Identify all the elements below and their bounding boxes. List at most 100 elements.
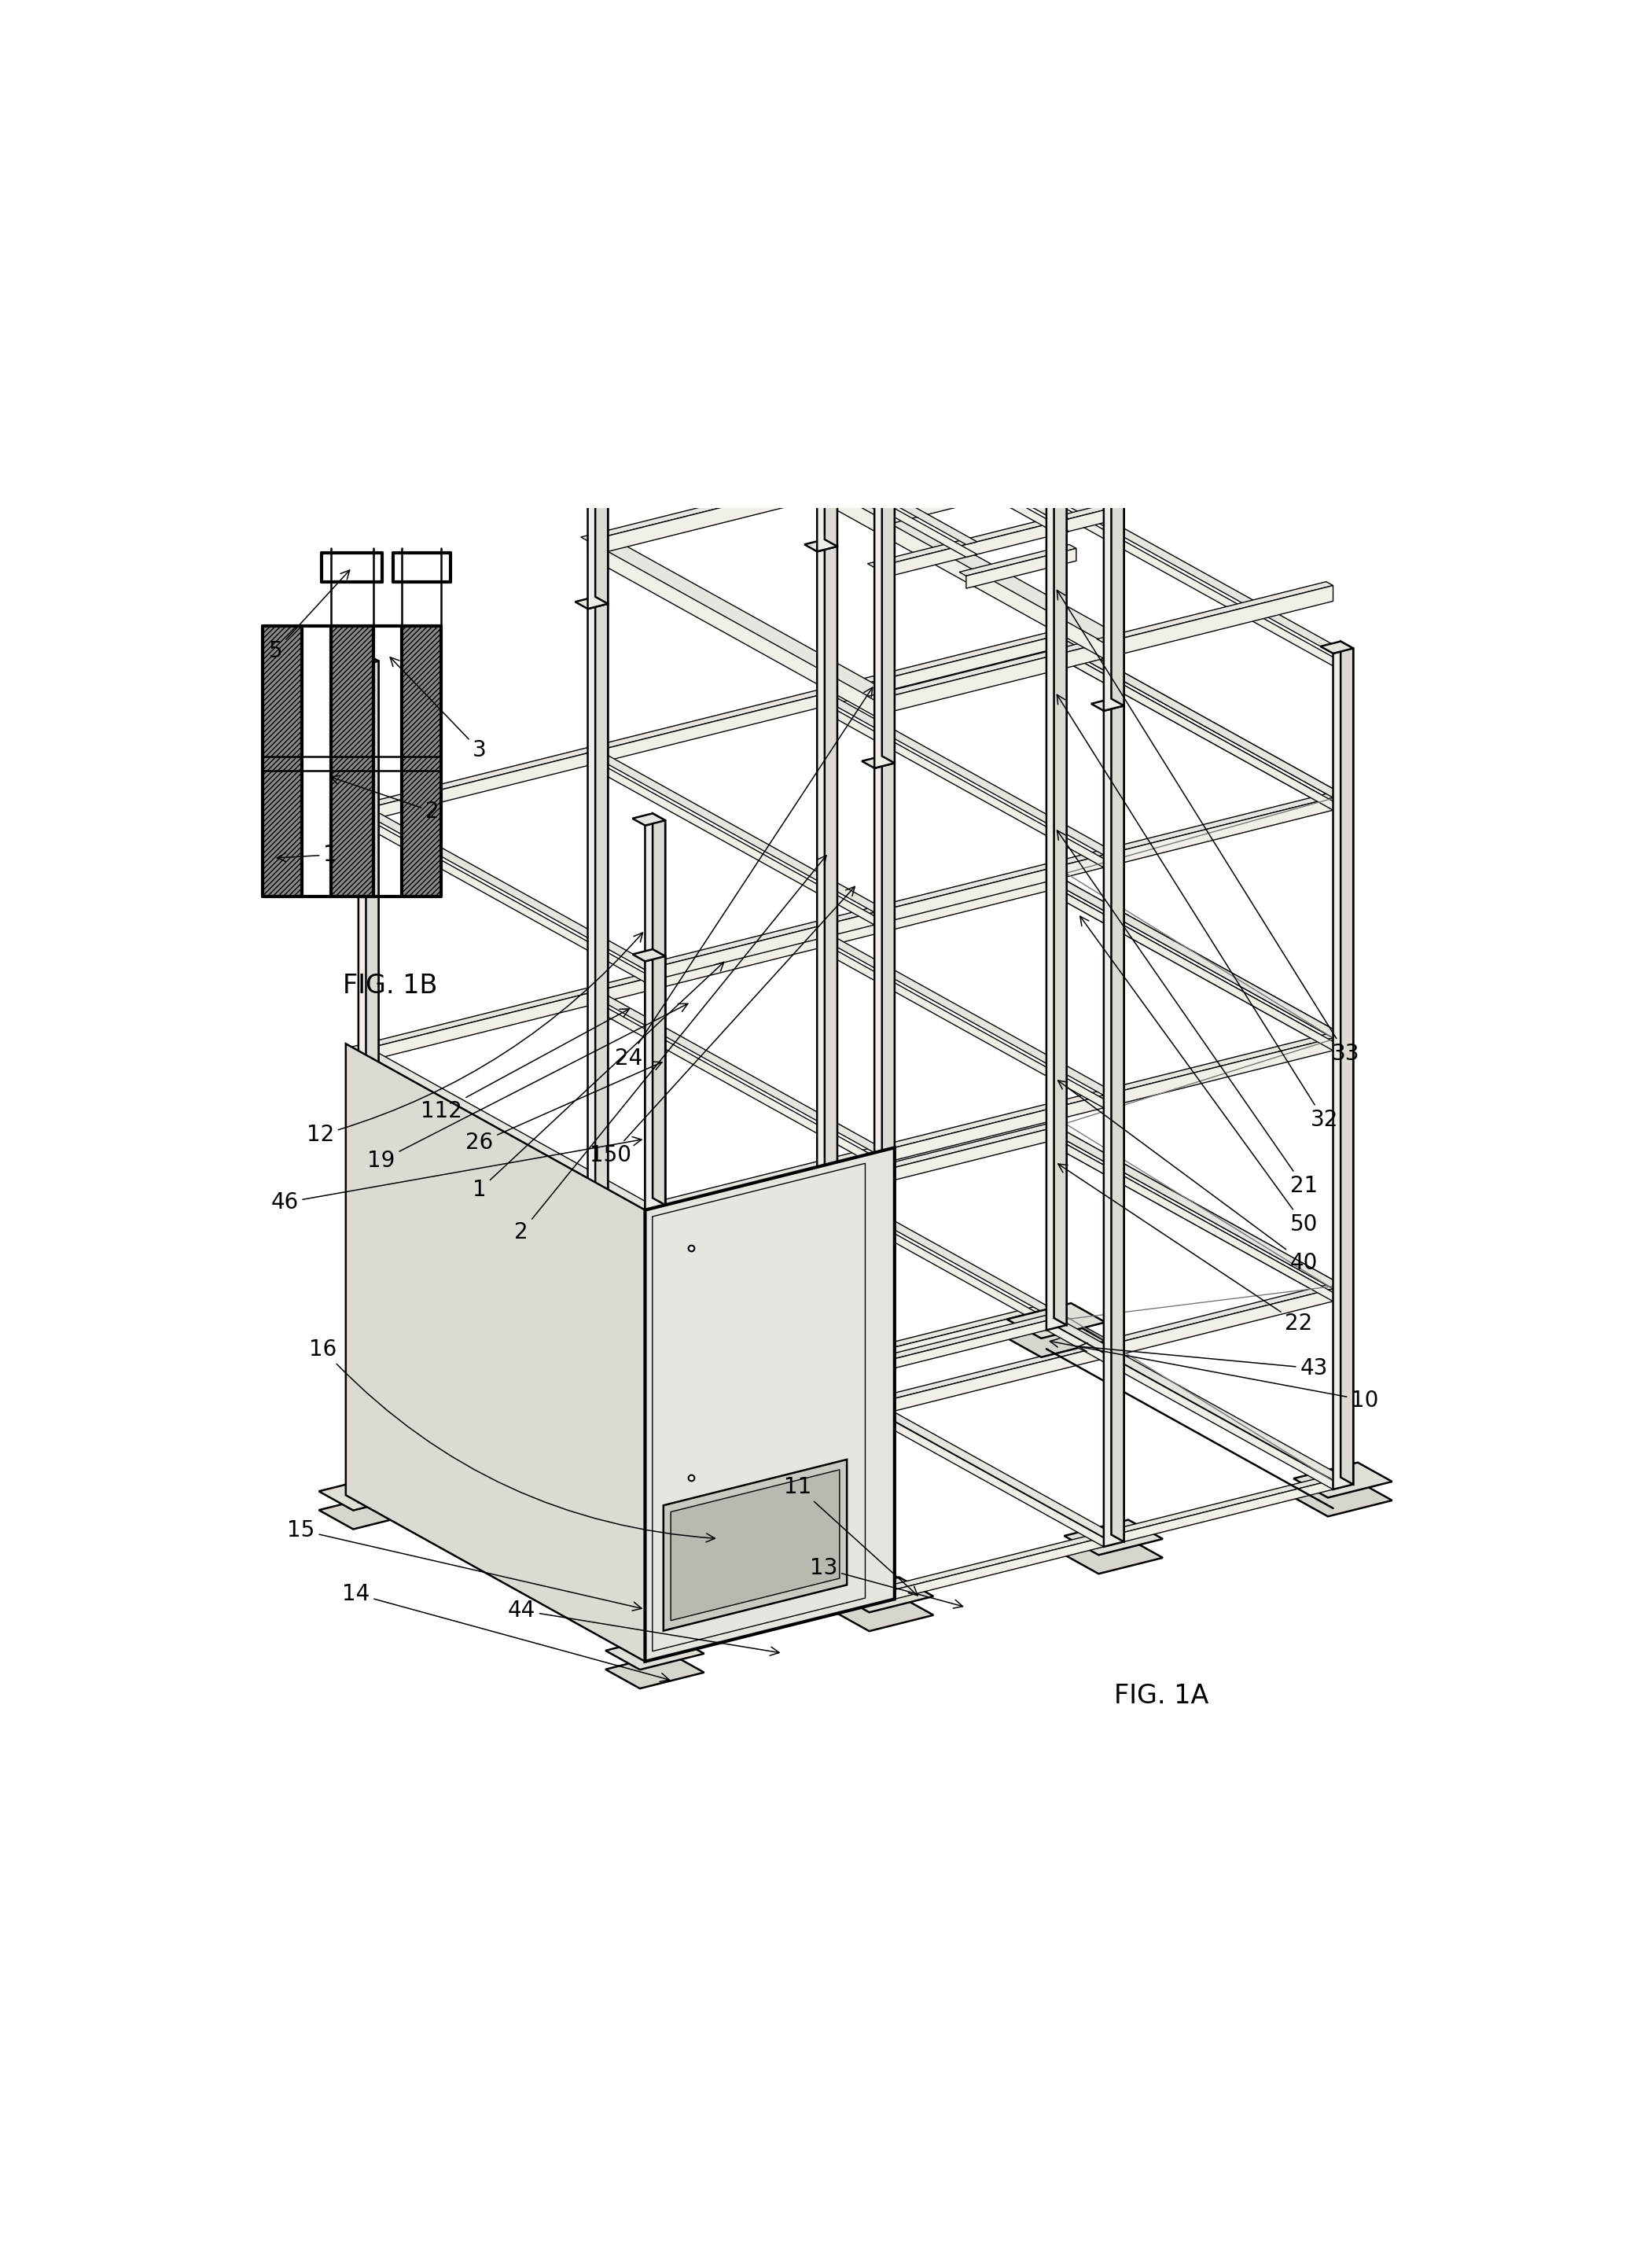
Polygon shape <box>817 1198 1115 1359</box>
Polygon shape <box>589 535 894 701</box>
Polygon shape <box>575 336 608 347</box>
Polygon shape <box>817 705 1115 869</box>
Polygon shape <box>1064 1520 1162 1556</box>
Polygon shape <box>589 1433 886 1594</box>
Text: 5: 5 <box>268 569 350 662</box>
Polygon shape <box>1046 1127 1345 1288</box>
Polygon shape <box>817 1386 1115 1547</box>
Text: 21: 21 <box>1057 830 1317 1198</box>
Text: 150: 150 <box>590 887 855 1166</box>
Polygon shape <box>1064 1538 1162 1574</box>
Polygon shape <box>595 596 608 1440</box>
Polygon shape <box>804 279 837 290</box>
Polygon shape <box>589 483 817 556</box>
Polygon shape <box>1046 1139 1345 1302</box>
Polygon shape <box>358 1311 656 1474</box>
Polygon shape <box>1006 1304 1105 1338</box>
Polygon shape <box>345 1043 644 1662</box>
Polygon shape <box>358 1061 656 1222</box>
Text: 2: 2 <box>330 776 439 823</box>
Polygon shape <box>589 1254 886 1415</box>
Polygon shape <box>1092 438 1124 449</box>
Polygon shape <box>881 494 894 762</box>
Text: 3: 3 <box>390 658 487 762</box>
Text: FIG. 1B: FIG. 1B <box>344 973 437 998</box>
Polygon shape <box>644 1032 1353 1222</box>
Text: 11: 11 <box>784 1476 917 1594</box>
Polygon shape <box>817 494 837 499</box>
Polygon shape <box>1046 649 1345 810</box>
Polygon shape <box>771 361 1069 522</box>
Polygon shape <box>861 755 894 769</box>
Polygon shape <box>771 372 1069 535</box>
Text: 13: 13 <box>809 1558 963 1608</box>
Polygon shape <box>589 288 837 367</box>
Polygon shape <box>1103 445 1124 710</box>
Polygon shape <box>967 413 1077 454</box>
Polygon shape <box>589 751 886 912</box>
Polygon shape <box>1046 635 1345 798</box>
Polygon shape <box>1046 1139 1345 1302</box>
Polygon shape <box>358 660 378 1501</box>
Polygon shape <box>352 871 1067 1050</box>
Polygon shape <box>817 286 837 551</box>
Polygon shape <box>589 168 837 243</box>
Polygon shape <box>1294 1463 1392 1497</box>
Polygon shape <box>1333 649 1353 1490</box>
Polygon shape <box>589 1442 886 1603</box>
Polygon shape <box>875 501 894 769</box>
Polygon shape <box>778 1379 876 1415</box>
Polygon shape <box>319 1474 418 1510</box>
Polygon shape <box>1103 705 1124 1547</box>
Polygon shape <box>817 479 837 483</box>
Polygon shape <box>778 1361 876 1395</box>
Polygon shape <box>589 345 837 422</box>
Text: 12: 12 <box>306 932 643 1145</box>
Polygon shape <box>352 1120 1067 1302</box>
Polygon shape <box>372 1420 589 1476</box>
Polygon shape <box>638 1472 1353 1651</box>
Polygon shape <box>868 640 1103 701</box>
Polygon shape <box>352 631 1067 810</box>
Polygon shape <box>633 814 666 826</box>
Polygon shape <box>817 694 1115 855</box>
Polygon shape <box>602 1363 817 1420</box>
Polygon shape <box>1097 581 1333 642</box>
Polygon shape <box>633 950 666 962</box>
Polygon shape <box>817 547 837 1388</box>
Polygon shape <box>358 1315 1067 1501</box>
Polygon shape <box>1034 483 1067 494</box>
Polygon shape <box>580 284 837 349</box>
Text: 1: 1 <box>278 844 337 866</box>
Polygon shape <box>358 1048 656 1211</box>
Text: 2: 2 <box>515 855 827 1243</box>
Polygon shape <box>881 755 894 1599</box>
Text: 40: 40 <box>1059 1080 1318 1275</box>
Polygon shape <box>605 1635 704 1669</box>
Polygon shape <box>580 342 837 408</box>
Text: 24: 24 <box>615 687 873 1070</box>
Polygon shape <box>595 336 608 603</box>
Polygon shape <box>547 1418 646 1454</box>
Polygon shape <box>653 950 666 1204</box>
Polygon shape <box>817 946 1115 1107</box>
Polygon shape <box>605 1653 704 1687</box>
Polygon shape <box>589 603 608 1445</box>
Polygon shape <box>679 395 977 558</box>
Polygon shape <box>263 626 302 896</box>
Polygon shape <box>830 1306 1046 1361</box>
Polygon shape <box>1340 642 1353 1483</box>
Polygon shape <box>817 1184 1115 1347</box>
Polygon shape <box>817 932 1115 1095</box>
Polygon shape <box>358 1499 656 1662</box>
Polygon shape <box>589 551 608 556</box>
Polygon shape <box>644 1148 894 1662</box>
Polygon shape <box>352 1311 1067 1492</box>
Polygon shape <box>644 792 1353 982</box>
Text: 33: 33 <box>1057 590 1360 1064</box>
Text: 46: 46 <box>271 1136 641 1213</box>
Polygon shape <box>1046 889 1345 1050</box>
Polygon shape <box>817 1374 1115 1538</box>
Polygon shape <box>608 1368 817 1431</box>
Polygon shape <box>958 544 1077 576</box>
